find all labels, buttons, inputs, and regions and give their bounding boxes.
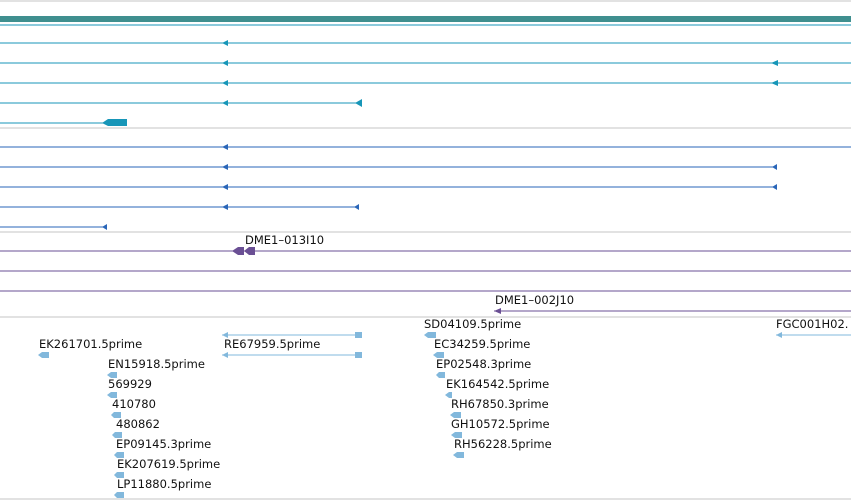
est-label[interactable]: RE67959.5prime xyxy=(224,337,321,351)
transcript-row[interactable] xyxy=(0,144,851,150)
clone-label[interactable]: DME1–013I10 xyxy=(245,233,325,247)
est-label[interactable]: EN15918.5prime xyxy=(108,357,205,371)
est-feature[interactable] xyxy=(107,372,117,378)
exon-arrow xyxy=(222,80,228,86)
est-feature[interactable] xyxy=(453,452,464,458)
est-feature[interactable] xyxy=(111,412,121,418)
est-feature[interactable] xyxy=(38,352,49,358)
est-label[interactable]: FGC001H02. xyxy=(776,317,849,331)
est-feature[interactable] xyxy=(433,352,444,358)
gene-model-bar[interactable] xyxy=(0,16,851,22)
exon-arrow xyxy=(222,184,228,190)
est-label[interactable]: SD04109.5prime xyxy=(424,317,522,331)
clone-arrow xyxy=(494,308,501,314)
exon-arrow xyxy=(102,224,107,230)
est-label[interactable]: RH67850.3prime xyxy=(451,397,549,411)
est-feature[interactable] xyxy=(450,412,461,418)
est-feature[interactable] xyxy=(107,392,117,398)
exon-arrow xyxy=(354,204,359,210)
est-feature[interactable] xyxy=(451,432,462,438)
transcript-row[interactable] xyxy=(0,119,127,126)
transcript-row[interactable] xyxy=(0,40,851,46)
exon-arrow xyxy=(222,40,228,46)
clone-arrow xyxy=(232,247,244,255)
est-label[interactable]: EP09145.3prime xyxy=(116,437,212,451)
est-feature[interactable] xyxy=(114,452,124,458)
transcript-row[interactable] xyxy=(0,164,777,170)
clone-feature[interactable] xyxy=(0,247,851,255)
exon-arrow xyxy=(222,204,228,210)
transcript-row[interactable] xyxy=(0,80,851,86)
est-label[interactable]: EC34259.5prime xyxy=(434,337,531,351)
exon-arrow xyxy=(771,60,778,66)
transcript-row[interactable] xyxy=(0,184,777,190)
exon-block xyxy=(102,119,127,126)
clone-label[interactable]: DME1–002J10 xyxy=(495,293,575,307)
transcript-row[interactable] xyxy=(0,60,851,66)
exon-arrow xyxy=(771,80,778,86)
est-label[interactable]: EK164542.5prime xyxy=(446,377,550,391)
exon-arrow xyxy=(222,60,228,66)
clone-arrow xyxy=(244,247,255,255)
est-feature[interactable] xyxy=(776,332,851,338)
clone-feature[interactable] xyxy=(494,308,851,314)
est-label[interactable]: 569929 xyxy=(108,377,152,391)
exon-arrow xyxy=(772,184,777,190)
transcript-row[interactable] xyxy=(0,99,362,107)
exon-arrow xyxy=(772,164,777,170)
est-label[interactable]: GH10572.5prime xyxy=(451,417,550,431)
est-label[interactable]: RH56228.5prime xyxy=(454,437,552,451)
est-feature[interactable] xyxy=(222,352,362,358)
est-label[interactable]: LP11880.5prime xyxy=(117,477,212,491)
est-feature[interactable] xyxy=(114,492,124,498)
est-feature[interactable] xyxy=(112,432,122,438)
est-label[interactable]: EK261701.5prime xyxy=(39,337,143,351)
exon-arrow xyxy=(222,144,228,150)
est-feature[interactable] xyxy=(445,392,452,398)
est-label[interactable]: EP02548.3prime xyxy=(436,357,532,371)
transcript-row[interactable] xyxy=(0,224,107,230)
exon-arrow xyxy=(355,99,362,107)
est-feature[interactable] xyxy=(114,472,124,478)
est-label[interactable]: 480862 xyxy=(116,417,160,431)
transcript-row[interactable] xyxy=(0,204,359,210)
est-feature[interactable] xyxy=(424,332,436,338)
est-feature[interactable] xyxy=(436,372,445,378)
est-label[interactable]: EK207619.5prime xyxy=(117,457,221,471)
est-label[interactable]: 410780 xyxy=(112,397,156,411)
exon-arrow xyxy=(222,100,228,106)
exon-arrow xyxy=(222,164,228,170)
est-feature[interactable] xyxy=(222,332,362,338)
